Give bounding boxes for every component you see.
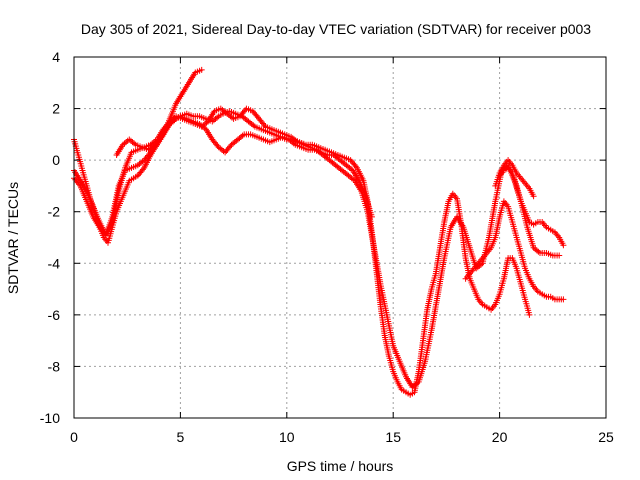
y-tick-label: -8	[48, 358, 61, 374]
x-tick-label: 0	[70, 429, 78, 445]
plot-frame	[73, 56, 607, 419]
series-track-3	[71, 66, 205, 238]
ticks: 0 5 10 15 20 25 -10 -8 -6 -4 -2 0 2 4	[40, 49, 614, 445]
series-markers	[113, 113, 375, 220]
data-layer	[71, 66, 567, 398]
y-axis-label: SDTVAR / TECUs	[5, 182, 21, 294]
y-tick-label: 2	[52, 101, 60, 117]
y-tick-label: 4	[52, 49, 60, 65]
series-track-4	[113, 113, 375, 220]
x-tick-label: 20	[492, 429, 508, 445]
y-tick-label: -10	[40, 410, 60, 426]
series-line	[464, 200, 564, 301]
y-tick-label: -6	[48, 307, 61, 323]
x-tick-label: 25	[598, 429, 614, 445]
x-axis-label: GPS time / hours	[287, 458, 394, 474]
x-tick-label: 15	[385, 429, 401, 445]
grid	[74, 57, 606, 418]
series-markers	[492, 157, 537, 200]
series-line	[73, 110, 531, 396]
y-tick-label: -4	[48, 255, 61, 271]
series-track-7	[492, 157, 537, 200]
y-tick-label: -2	[48, 204, 61, 220]
series-markers	[462, 198, 567, 303]
x-tick-label: 10	[279, 429, 295, 445]
series-track-5	[462, 198, 567, 303]
y-tick-label: 0	[52, 152, 60, 168]
chart-title: Day 305 of 2021, Sidereal Day-to-day VTE…	[81, 21, 591, 37]
x-tick-label: 5	[177, 429, 185, 445]
